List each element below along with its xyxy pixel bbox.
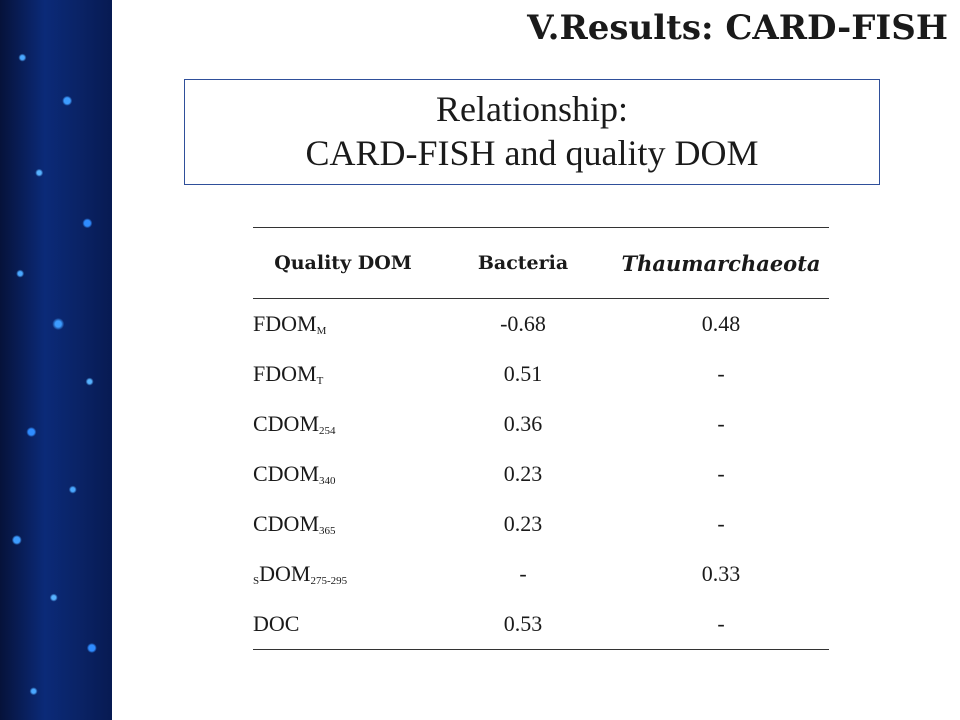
bacteria-value: 0.51 xyxy=(503,361,543,386)
results-table: Quality DOM Bacteria Thaumarchaeota FDOM… xyxy=(253,227,829,650)
microscopy-image-strip xyxy=(0,0,112,720)
row-label: SDOM275-295 xyxy=(253,561,348,587)
bacteria-value: - xyxy=(519,561,527,586)
table-row: FDOMT 0.51 - xyxy=(253,349,829,399)
subtitle-line-1: Relationship: xyxy=(436,89,628,129)
bacteria-value: 0.23 xyxy=(503,461,543,486)
thaumarchaeota-value: - xyxy=(717,611,725,636)
subtitle-line-2: CARD-FISH and quality DOM xyxy=(305,133,759,173)
thaumarchaeota-value: - xyxy=(717,411,725,436)
row-label: CDOM254 xyxy=(253,411,336,437)
thaumarchaeota-value: 0.48 xyxy=(701,311,741,336)
subtitle-box: Relationship: CARD-FISH and quality DOM xyxy=(184,79,880,185)
table-row: FDOMM -0.68 0.48 xyxy=(253,299,829,350)
table-row: CDOM254 0.36 - xyxy=(253,399,829,449)
table-row: SDOM275-295 - 0.33 xyxy=(253,549,829,599)
thaumarchaeota-value: - xyxy=(717,461,725,486)
row-label: CDOM365 xyxy=(253,511,336,537)
table-header-row: Quality DOM Bacteria Thaumarchaeota xyxy=(253,227,829,299)
header-thaumarchaeota: Thaumarchaeota xyxy=(621,250,821,276)
page-title: V.Results: CARD-FISH xyxy=(527,8,948,48)
header-quality-dom: Quality DOM xyxy=(274,252,412,274)
thaumarchaeota-value: - xyxy=(717,511,725,536)
bacteria-value: 0.23 xyxy=(503,511,543,536)
table-row: CDOM340 0.23 - xyxy=(253,449,829,499)
row-label: FDOMT xyxy=(253,361,324,387)
bacteria-value: 0.53 xyxy=(503,611,543,636)
row-label: FDOMM xyxy=(253,311,327,337)
thaumarchaeota-value: 0.33 xyxy=(701,561,741,586)
bacteria-value: 0.36 xyxy=(503,411,543,436)
table-row: CDOM365 0.23 - xyxy=(253,499,829,549)
table-row: DOC 0.53 - xyxy=(253,599,829,650)
header-bacteria: Bacteria xyxy=(477,252,569,274)
thaumarchaeota-value: - xyxy=(717,361,725,386)
row-label: DOC xyxy=(253,611,300,636)
row-label: CDOM340 xyxy=(253,461,336,487)
bacteria-value: -0.68 xyxy=(500,311,546,336)
